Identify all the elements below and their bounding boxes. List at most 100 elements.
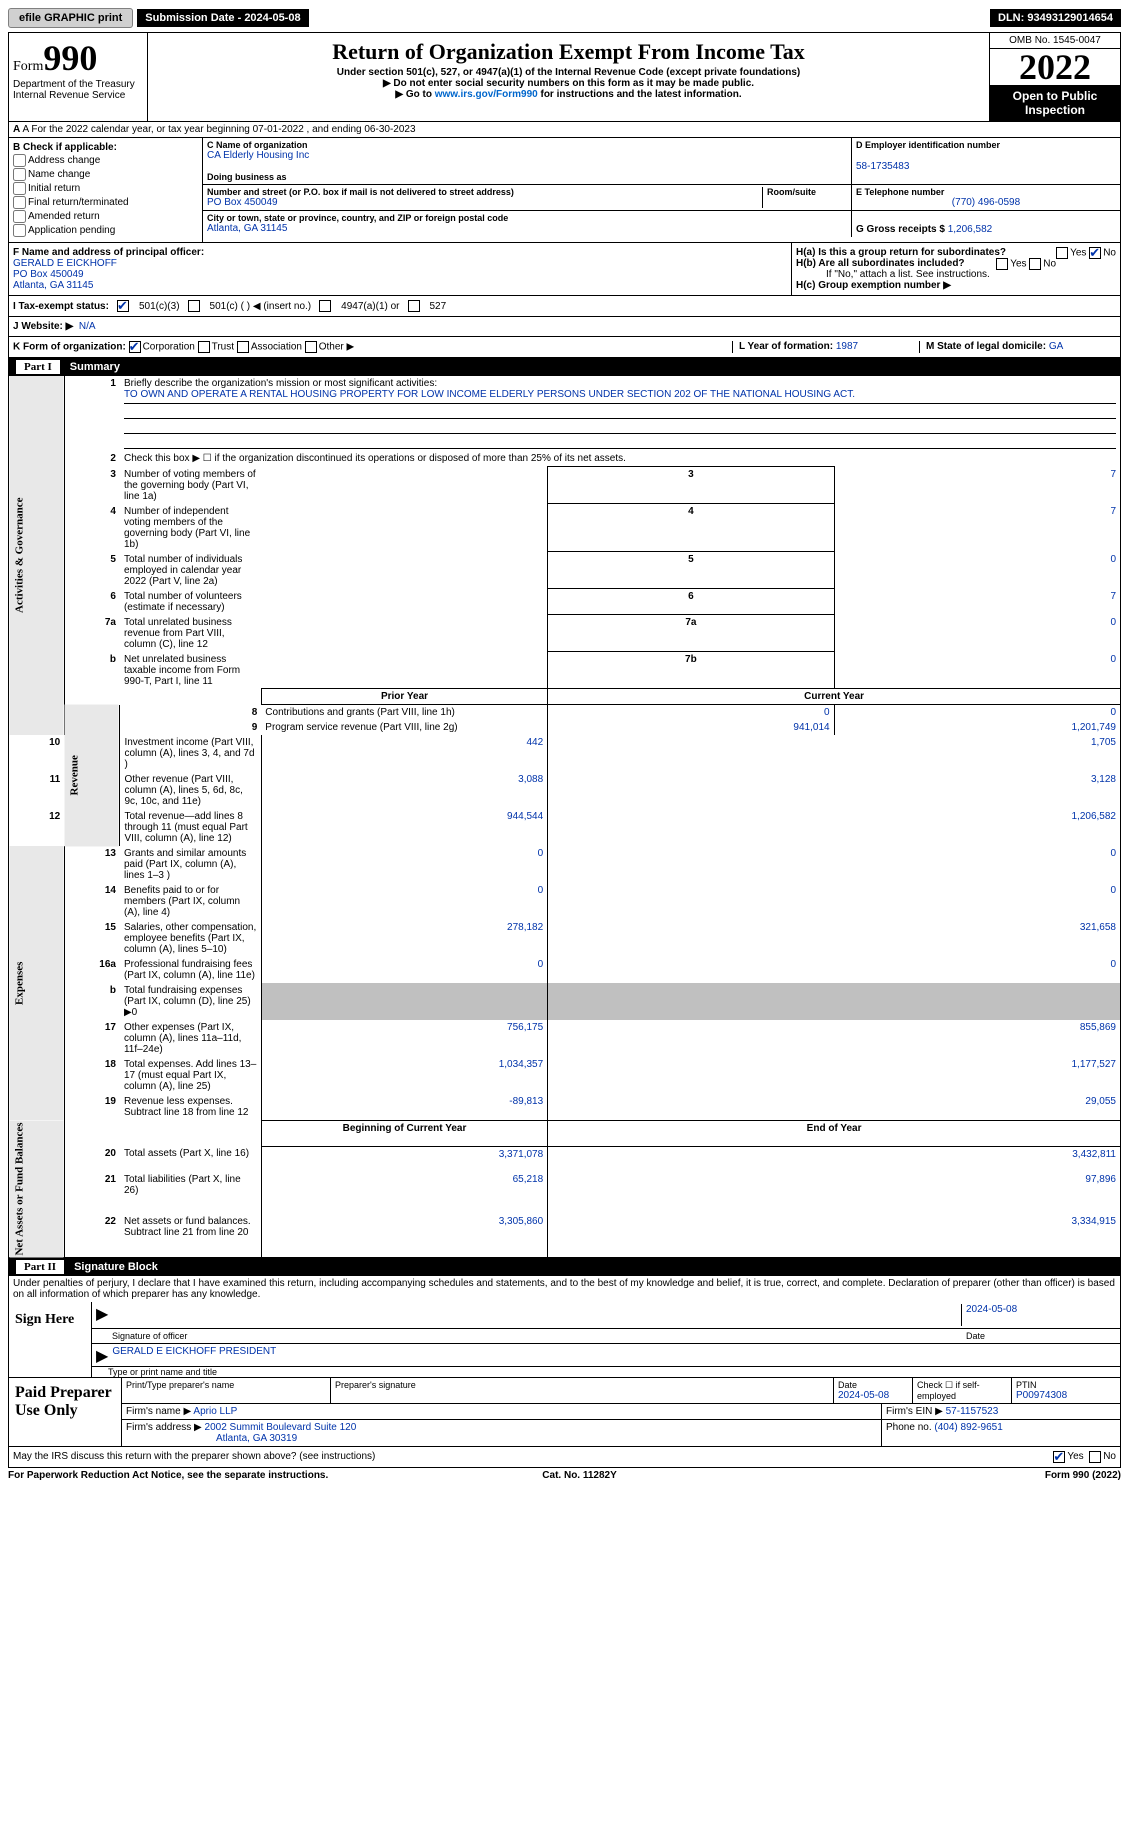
firm-ein-label: Firm's EIN ▶ [886, 1406, 943, 1417]
phone-value: (770) 496-0598 [856, 197, 1116, 208]
type-name-label: Type or print name and title [92, 1367, 1120, 1377]
table-row: 10Investment income (Part VIII, column (… [9, 735, 1121, 772]
chk-501c[interactable] [188, 300, 200, 312]
chk-name-change[interactable] [13, 168, 26, 181]
col-f: F Name and address of principal officer:… [9, 243, 791, 295]
dept-label: Department of the Treasury [13, 79, 143, 90]
tax-year: 2022 [990, 49, 1120, 85]
officer-addr: PO Box 450049 [13, 269, 84, 280]
table-row: 17Other expenses (Part IX, column (A), l… [9, 1020, 1121, 1057]
dln-label: DLN: 93493129014654 [990, 9, 1121, 27]
row-a: A A For the 2022 calendar year, or tax y… [8, 122, 1121, 138]
i-label: I Tax-exempt status: [13, 301, 109, 312]
vtab-netassets: Net Assets or Fund Balances [9, 1120, 65, 1258]
form-number: Form990 [13, 37, 143, 79]
irs-link[interactable]: www.irs.gov/Form990 [435, 89, 538, 100]
form-note-2: ▶ Go to www.irs.gov/Form990 for instruct… [152, 89, 985, 100]
table-row: 7aTotal unrelated business revenue from … [9, 615, 1121, 652]
ha-no[interactable] [1089, 247, 1101, 259]
state-domicile: GA [1049, 341, 1063, 352]
chk-assoc[interactable] [237, 341, 249, 353]
chk-initial-return[interactable] [13, 182, 26, 195]
ha-yes[interactable] [1056, 247, 1068, 259]
chk-amended[interactable] [13, 210, 26, 223]
form-header: Form990 Department of the Treasury Inter… [8, 32, 1121, 122]
form-header-right: OMB No. 1545-0047 2022 Open to Public In… [989, 33, 1120, 121]
year-formation: 1987 [836, 341, 858, 352]
footer-right: Form 990 (2022) [1045, 1470, 1121, 1481]
table-row: 19Revenue less expenses. Subtract line 1… [9, 1094, 1121, 1120]
hb-yes[interactable] [996, 258, 1008, 270]
line2: Check this box ▶ ☐ if the organization d… [120, 451, 1121, 467]
chk-app-pending[interactable] [13, 224, 26, 237]
g-label: G Gross receipts $ [856, 224, 945, 235]
signature-block: Sign Here ▶2024-05-08 Signature of offic… [8, 1302, 1121, 1378]
chk-final-return[interactable] [13, 196, 26, 209]
footer-mid: Cat. No. 11282Y [542, 1470, 616, 1481]
col-begin: Beginning of Current Year [261, 1120, 547, 1146]
hb-label: H(b) Are all subordinates included? [796, 258, 965, 269]
chk-corp[interactable] [129, 341, 141, 353]
vtab-revenue: Revenue [64, 705, 120, 847]
city-label: City or town, state or province, country… [207, 213, 847, 223]
firm-phone-label: Phone no. [886, 1422, 932, 1433]
table-row: 14Benefits paid to or for members (Part … [9, 883, 1121, 920]
table-row: 12Total revenue—add lines 8 through 11 (… [9, 809, 1121, 846]
line1-label: Briefly describe the organization's miss… [124, 378, 437, 389]
prep-date-label: Date [838, 1380, 908, 1390]
l-label: L Year of formation: [739, 341, 833, 352]
officer-sign-name: GERALD E EICKHOFF PRESIDENT [112, 1346, 276, 1364]
may-yes[interactable] [1053, 1451, 1065, 1463]
part1-header: Part ISummary [8, 358, 1121, 376]
may-no[interactable] [1089, 1451, 1101, 1463]
part2-header: Part IISignature Block [8, 1258, 1121, 1276]
top-toolbar: efile GRAPHIC print Submission Date - 20… [8, 8, 1121, 28]
date-label: Date [962, 1331, 1116, 1341]
city-value: Atlanta, GA 31145 [207, 223, 287, 234]
paid-title: Paid Preparer Use Only [9, 1378, 122, 1446]
form-subtitle: Under section 501(c), 527, or 4947(a)(1)… [152, 67, 985, 78]
table-row: bNet unrelated business taxable income f… [9, 652, 1121, 689]
form-title: Return of Organization Exempt From Incom… [152, 39, 985, 65]
officer-name: GERALD E EICKHOFF [13, 258, 117, 269]
table-row: 4Number of independent voting members of… [9, 504, 1121, 552]
form-note-1: ▶ Do not enter social security numbers o… [152, 78, 985, 89]
table-row: 11Other revenue (Part VIII, column (A), … [9, 772, 1121, 809]
submission-date: Submission Date - 2024-05-08 [137, 9, 308, 27]
d-label: D Employer identification number [856, 140, 1116, 150]
table-row: 15Salaries, other compensation, employee… [9, 920, 1121, 957]
k-label: K Form of organization: [13, 342, 126, 353]
addr-label: Number and street (or P.O. box if mail i… [207, 187, 762, 197]
sig-officer-label: Signature of officer [112, 1331, 962, 1341]
firm-addr: 2002 Summit Boulevard Suite 120 [205, 1422, 357, 1433]
dba-label: Doing business as [207, 172, 847, 182]
m-label: M State of legal domicile: [926, 341, 1046, 352]
efile-print-button[interactable]: efile GRAPHIC print [8, 8, 133, 28]
chk-other[interactable] [305, 341, 317, 353]
prep-name-label: Print/Type preparer's name [126, 1380, 326, 1390]
website-value: N/A [79, 321, 96, 332]
may-question: May the IRS discuss this return with the… [13, 1451, 1053, 1463]
j-label: J Website: ▶ [13, 321, 73, 332]
vtab-activities: Activities & Governance [9, 376, 65, 735]
col-end: End of Year [548, 1120, 1121, 1146]
table-row: 21Total liabilities (Part X, line 26)65,… [9, 1172, 1121, 1215]
may-discuss: May the IRS discuss this return with the… [8, 1447, 1121, 1468]
form-header-mid: Return of Organization Exempt From Incom… [148, 33, 989, 121]
hb-no[interactable] [1029, 258, 1041, 270]
chk-527[interactable] [408, 300, 420, 312]
chk-trust[interactable] [198, 341, 210, 353]
chk-501c3[interactable] [117, 300, 129, 312]
table-row: 9Program service revenue (Part VIII, lin… [9, 720, 1121, 735]
chk-address-change[interactable] [13, 154, 26, 167]
vtab-expenses: Expenses [9, 846, 65, 1120]
hb-note: If "No," attach a list. See instructions… [796, 269, 1116, 280]
table-row: 20Total assets (Part X, line 16)3,371,07… [9, 1146, 1121, 1171]
sign-date: 2024-05-08 [961, 1304, 1116, 1326]
chk-4947[interactable] [319, 300, 331, 312]
irs-label: Internal Revenue Service [13, 90, 143, 101]
table-row: 3Number of voting members of the governi… [9, 467, 1121, 504]
footer: For Paperwork Reduction Act Notice, see … [8, 1468, 1121, 1483]
officer-city: Atlanta, GA 31145 [13, 280, 93, 291]
firm-name-label: Firm's name ▶ [126, 1406, 191, 1417]
